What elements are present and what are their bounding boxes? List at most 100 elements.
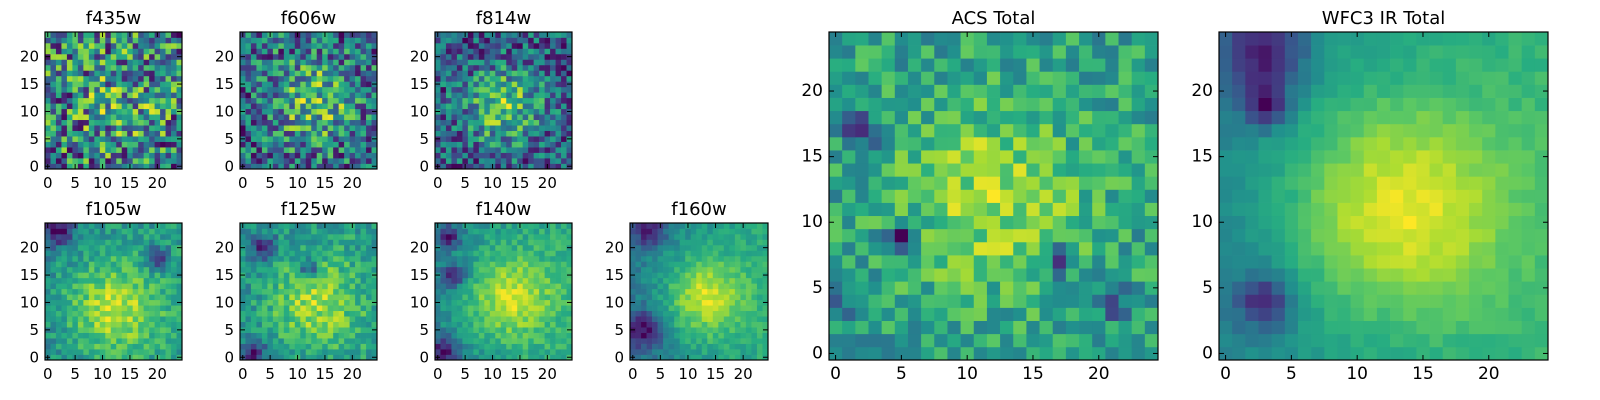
heatmap-cell [566, 343, 573, 350]
heatmap-cell [267, 239, 274, 246]
heatmap-cell [467, 103, 474, 110]
heatmap-cell [1039, 320, 1054, 335]
heatmap-cell [517, 158, 524, 164]
heatmap-cell [83, 158, 90, 164]
heatmap-cell [300, 233, 307, 240]
heatmap-cell [947, 255, 961, 269]
heatmap-cell [316, 86, 323, 93]
heatmap-cell [322, 97, 329, 104]
heatmap-cell [99, 305, 106, 312]
heatmap-cell [283, 316, 290, 322]
heatmap-cell [116, 299, 123, 306]
heatmap-cell [679, 228, 686, 235]
heatmap-cell [489, 299, 496, 306]
heatmap-cell [267, 316, 274, 322]
heatmap-cell [561, 136, 567, 142]
heatmap-cell [478, 272, 485, 279]
heatmap-cell [440, 228, 447, 235]
heatmap-cell [500, 255, 507, 262]
heatmap-cell [165, 92, 172, 99]
heatmap-cell [718, 299, 725, 306]
heatmap-cell [55, 130, 62, 137]
heatmap-cell [511, 316, 518, 322]
heatmap-cell [154, 59, 161, 66]
heatmap-cell [1131, 320, 1146, 335]
heatmap-cell [176, 125, 183, 131]
heatmap-cell [143, 97, 150, 104]
heatmap-cell [511, 244, 518, 251]
heatmap-cell [294, 283, 301, 290]
heatmap-cell [316, 233, 323, 240]
heatmap-cell [300, 244, 307, 251]
heatmap-cell [294, 158, 301, 164]
heatmap-cell [511, 233, 518, 240]
heatmap-cell [72, 42, 79, 49]
heatmap-cell [138, 299, 144, 306]
heatmap-cell [550, 147, 556, 153]
heatmap-cell [366, 141, 372, 148]
heatmap-cell [256, 70, 263, 77]
heatmap-cell [701, 338, 708, 344]
heatmap-cell [349, 261, 356, 268]
heatmap-cell [489, 147, 496, 153]
heatmap-cell [154, 92, 161, 99]
heatmap-cell [635, 223, 642, 229]
heatmap-cell [635, 349, 642, 355]
heatmap-cell [171, 277, 177, 284]
heatmap-cell [451, 81, 458, 88]
heatmap-cell [646, 239, 653, 246]
heatmap-cell [566, 277, 573, 284]
heatmap-cell [50, 37, 57, 44]
heatmap-cell [322, 316, 329, 322]
heatmap-cell [77, 332, 84, 339]
heatmap-cell [473, 228, 480, 235]
heatmap-cell [305, 152, 312, 159]
heatmap-cell [333, 239, 339, 246]
heatmap-cell [283, 343, 290, 350]
heatmap-cell [456, 37, 463, 44]
heatmap-cell [522, 299, 529, 306]
heatmap-cell [921, 228, 935, 243]
heatmap-cell [327, 228, 334, 235]
heatmap-cell [685, 277, 692, 284]
heatmap-cell [283, 250, 290, 257]
heatmap-cell [338, 277, 345, 284]
heatmap-cell [478, 349, 485, 355]
heatmap-cell [278, 250, 285, 257]
heatmap-cell [855, 215, 869, 230]
heatmap-cell [1144, 294, 1159, 308]
heatmap-cell [83, 103, 90, 110]
heatmap-cell [132, 130, 139, 137]
heatmap-cell [478, 305, 485, 312]
heatmap-cell [344, 321, 350, 328]
heatmap-cell [478, 321, 485, 328]
heatmap-cell [522, 255, 529, 262]
heatmap-cell [555, 48, 562, 55]
heatmap-cell [94, 305, 101, 312]
heatmap-cell [934, 333, 948, 348]
heatmap-cell [66, 332, 73, 339]
heatmap-cell [723, 239, 730, 246]
heatmap-cell [55, 152, 62, 159]
heatmap-cell [344, 239, 350, 246]
heatmap-cell [467, 316, 474, 322]
heatmap-cell [712, 228, 719, 235]
heatmap-cell [360, 277, 367, 284]
heatmap-cell [522, 48, 529, 55]
heatmap-cell [338, 103, 345, 110]
heatmap-cell [445, 42, 452, 49]
heatmap-cell [305, 48, 312, 55]
heatmap-cell [707, 277, 714, 284]
heatmap-cell [484, 244, 491, 251]
heatmap-cell [250, 97, 257, 104]
heatmap-cell [489, 92, 496, 99]
heatmap-cell [1079, 346, 1093, 361]
heatmap-cell [696, 310, 703, 317]
heatmap-cell [121, 130, 128, 137]
heatmap-cell [256, 75, 263, 82]
heatmap-cell [110, 158, 117, 164]
heatmap-cell [261, 163, 268, 170]
heatmap-cell [305, 288, 312, 295]
heatmap-cell [663, 261, 669, 268]
